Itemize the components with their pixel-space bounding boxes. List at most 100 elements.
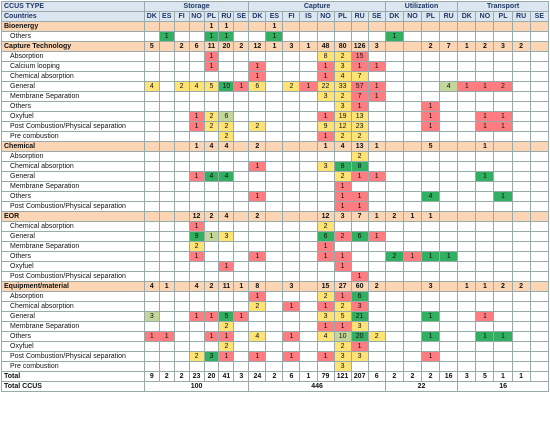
value-cell [350, 221, 369, 232]
value-cell [282, 271, 301, 282]
table-row: Absorption 2 [1, 151, 550, 162]
value-cell [282, 141, 301, 152]
value-cell [511, 341, 531, 352]
value-cell: 2 [248, 211, 267, 222]
value-cell [173, 171, 190, 182]
category-row: Chemical 1 4 4 2 1 4 13 1 5 1 [1, 141, 550, 152]
value-cell [265, 131, 284, 142]
value-cell [475, 321, 495, 332]
value-cell: 1 [333, 251, 352, 262]
value-cell [188, 201, 205, 212]
value-cell: 1 [188, 111, 205, 122]
value-cell [233, 201, 250, 212]
table-row: Chemical absorption 1 1 4 7 [1, 71, 550, 82]
value-cell [299, 61, 318, 72]
value-cell [511, 241, 531, 252]
value-cell: 1 [218, 261, 235, 272]
value-cell [173, 241, 190, 252]
value-cell [384, 51, 404, 62]
value-cell [316, 271, 335, 282]
value-cell [529, 261, 550, 272]
value-cell [529, 141, 550, 152]
value-cell [299, 121, 318, 132]
value-cell [350, 251, 369, 262]
value-cell: 1 [333, 201, 352, 212]
value-cell [384, 311, 404, 322]
value-cell [248, 201, 267, 212]
value-cell: 9 [316, 121, 335, 132]
value-cell [420, 321, 441, 332]
table-row: Oxyfuel 2 2 1 [1, 341, 550, 352]
value-cell [511, 51, 531, 62]
value-cell: 1 [350, 61, 369, 72]
value-cell [218, 301, 235, 312]
value-cell [367, 241, 386, 252]
value-cell [299, 111, 318, 122]
value-cell [218, 361, 235, 372]
value-cell: 1 [350, 341, 369, 352]
value-cell [248, 101, 267, 112]
value-cell [439, 131, 459, 142]
value-cell [529, 241, 550, 252]
value-cell [384, 261, 404, 272]
group-header-utilization: Utilization [384, 1, 459, 12]
value-cell [402, 221, 423, 232]
value-cell [475, 181, 495, 192]
value-cell [143, 181, 160, 192]
value-cell [282, 31, 301, 42]
value-cell [350, 31, 369, 42]
value-cell [384, 61, 404, 72]
value-cell [173, 311, 190, 322]
value-cell [299, 151, 318, 162]
value-cell [282, 51, 301, 62]
value-cell [475, 241, 495, 252]
value-cell [233, 91, 250, 102]
value-cell [233, 21, 250, 32]
value-cell [367, 111, 386, 122]
value-cell [439, 331, 459, 342]
value-cell [439, 21, 459, 32]
value-cell [457, 311, 477, 322]
value-cell [420, 131, 441, 142]
value-cell [299, 101, 318, 112]
value-cell [457, 321, 477, 332]
value-cell [158, 221, 175, 232]
table-row: Chemical absorption 2 1 1 2 3 [1, 301, 550, 312]
value-cell [282, 101, 301, 112]
value-cell [493, 131, 513, 142]
value-cell [265, 71, 284, 82]
value-cell [282, 201, 301, 212]
value-cell [402, 321, 423, 332]
value-cell [173, 31, 190, 42]
value-cell [282, 121, 301, 132]
value-cell [511, 141, 531, 152]
value-cell [265, 211, 284, 222]
value-cell [420, 201, 441, 212]
value-cell [402, 311, 423, 322]
value-cell: 1 [265, 41, 284, 52]
value-cell [402, 291, 423, 302]
value-cell: 13 [350, 141, 369, 152]
value-cell [158, 91, 175, 102]
value-cell [529, 151, 550, 162]
value-cell [173, 221, 190, 232]
value-cell [367, 21, 386, 32]
value-cell: 2 [350, 131, 369, 142]
value-cell [233, 341, 250, 352]
value-cell [173, 181, 190, 192]
value-cell [493, 241, 513, 252]
value-cell [511, 81, 531, 92]
value-cell [143, 231, 160, 242]
value-cell: 1 [316, 131, 335, 142]
value-cell: 1 [203, 231, 220, 242]
value-cell [299, 181, 318, 192]
value-cell [248, 171, 267, 182]
value-cell: 1 [282, 301, 301, 312]
value-cell [316, 361, 335, 372]
total-ccus-value: 22 [384, 381, 459, 392]
value-cell [384, 231, 404, 242]
row-label: Others [1, 101, 145, 112]
value-cell [265, 151, 284, 162]
country-code: SE [367, 11, 386, 22]
value-cell [143, 91, 160, 102]
